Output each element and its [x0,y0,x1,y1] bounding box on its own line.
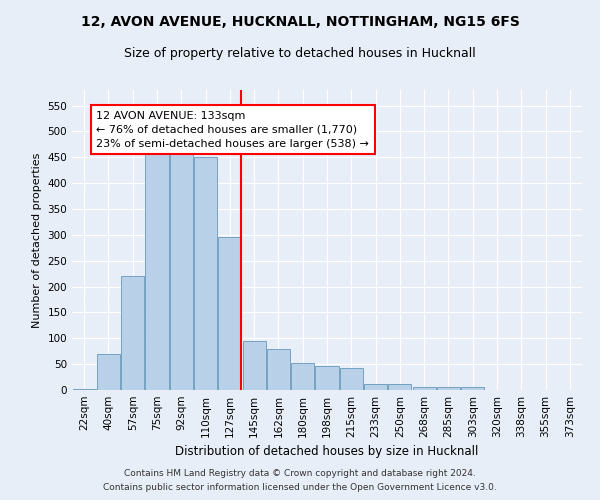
Bar [97,354,120,390]
Text: Size of property relative to detached houses in Hucknall: Size of property relative to detached ho… [124,48,476,60]
Bar [73,389,95,390]
Text: Contains HM Land Registry data © Crown copyright and database right 2024.: Contains HM Land Registry data © Crown c… [124,468,476,477]
Bar [437,388,460,390]
Bar [340,368,363,390]
Bar [388,384,412,390]
Text: 12 AVON AVENUE: 133sqm
← 76% of detached houses are smaller (1,770)
23% of semi-: 12 AVON AVENUE: 133sqm ← 76% of detached… [96,110,369,148]
Bar [413,388,436,390]
Bar [145,144,169,390]
Bar [364,384,387,390]
Bar [461,388,484,390]
Bar [194,157,217,390]
Bar [291,362,314,390]
Y-axis label: Number of detached properties: Number of detached properties [32,152,42,328]
Bar [267,348,290,390]
Bar [121,276,144,390]
Bar [242,341,266,390]
Text: Contains public sector information licensed under the Open Government Licence v3: Contains public sector information licen… [103,484,497,492]
Text: 12, AVON AVENUE, HUCKNALL, NOTTINGHAM, NG15 6FS: 12, AVON AVENUE, HUCKNALL, NOTTINGHAM, N… [80,15,520,29]
Bar [218,238,241,390]
Bar [316,366,338,390]
Bar [170,143,193,390]
X-axis label: Distribution of detached houses by size in Hucknall: Distribution of detached houses by size … [175,446,479,458]
